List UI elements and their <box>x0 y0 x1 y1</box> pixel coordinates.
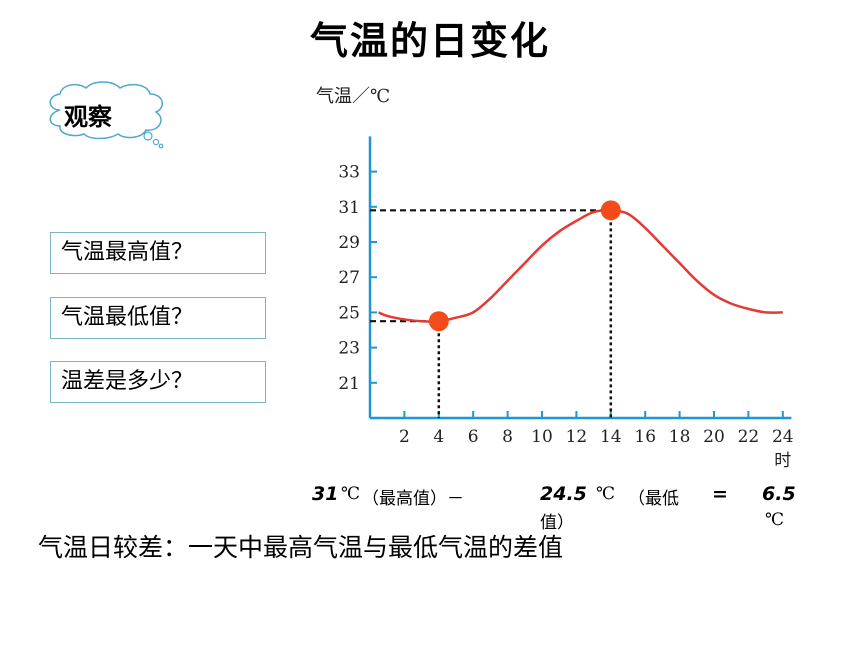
calc-max-note: （最高值）－ <box>362 489 464 509</box>
x-tick-label: 22 <box>738 427 760 447</box>
x-tick-label: 4 <box>433 427 444 447</box>
calc-equals: = <box>712 483 728 505</box>
y-tick-label: 21 <box>338 374 360 394</box>
x-tick-label: 20 <box>703 427 725 447</box>
calc-result-unit: ℃ <box>765 510 785 530</box>
y-tick-label: 27 <box>338 268 360 288</box>
calc-min-value: 24.5 <box>540 483 587 505</box>
page-title: 气温的日变化 <box>309 19 550 63</box>
x-tick-label: 6 <box>468 427 479 447</box>
calc-max-value: 31 <box>312 483 339 505</box>
max-temp-point <box>600 200 621 221</box>
calc-max-unit: ℃ <box>341 484 361 504</box>
x-tick-label: 8 <box>502 427 513 447</box>
x-tick-label: 18 <box>669 427 691 447</box>
definition-text: 气温日较差：一天中最高气温与最低气温的差值 <box>38 533 564 562</box>
temperature-series-line <box>378 208 783 323</box>
calc-min-unit: ℃ <box>596 484 616 504</box>
x-tick-label: 24 <box>772 427 794 447</box>
question-max-temp: 气温最高值？ <box>50 232 266 274</box>
y-tick-label: 29 <box>338 233 360 253</box>
x-axis-label: 时 <box>774 451 791 470</box>
question-min-temp: 气温最低值？ <box>50 297 266 339</box>
y-axis-label: 气温／℃ <box>316 86 390 107</box>
x-tick-label: 14 <box>600 427 622 447</box>
x-tick-label: 16 <box>634 427 656 447</box>
x-tick-label: 10 <box>531 427 553 447</box>
y-tick-label: 33 <box>338 163 360 183</box>
calc-min-note-1: （最低 <box>628 489 679 509</box>
x-tick-label: 12 <box>566 427 588 447</box>
calc-result-value: 6.5 <box>762 483 796 505</box>
y-tick-label: 23 <box>338 339 360 359</box>
x-tick-label: 2 <box>399 427 410 447</box>
y-tick-label: 31 <box>338 198 360 218</box>
calc-min-note-2: 值） <box>540 513 574 533</box>
question-temp-diff: 温差是多少？ <box>50 361 266 403</box>
y-tick-label: 25 <box>338 303 360 323</box>
thought-cloud-icon <box>49 81 164 149</box>
observe-label: 观察 <box>64 103 112 131</box>
min-temp-point <box>428 311 449 332</box>
